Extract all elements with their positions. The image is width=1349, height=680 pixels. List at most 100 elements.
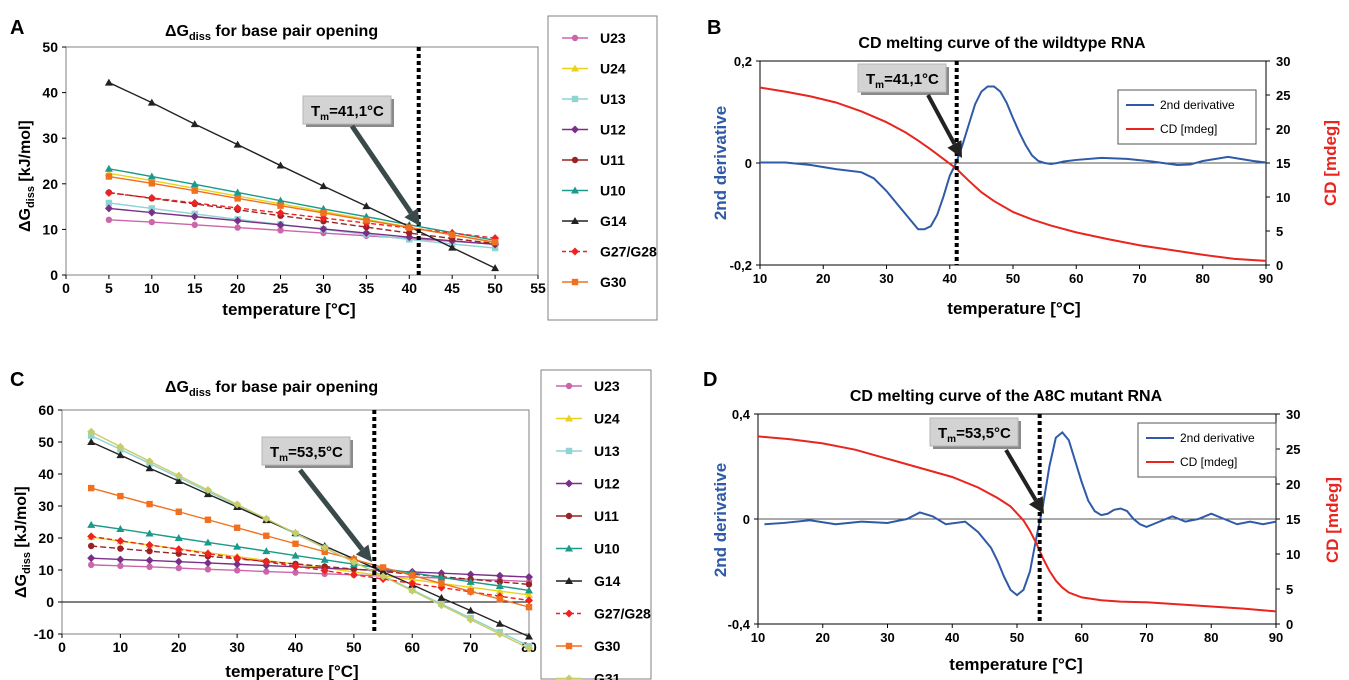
- legend-item: U13: [562, 91, 626, 107]
- x-tick-label: 50: [1006, 271, 1020, 286]
- y-tick-label: 20: [38, 530, 54, 546]
- data-point: [145, 529, 154, 537]
- series-line: [91, 564, 530, 583]
- legend-marker: [565, 577, 573, 584]
- x-tick-label: 90: [1259, 271, 1273, 286]
- tm-box: [857, 63, 947, 93]
- tm-main: T: [938, 425, 947, 442]
- data-point: [87, 484, 95, 492]
- panel-D-ylabel-right: CD [mdeg]: [1323, 477, 1342, 563]
- panel-C-ylabel-main: ΔG: [13, 574, 30, 598]
- legend-label: U11: [600, 152, 625, 168]
- data-point: [233, 188, 242, 196]
- data-point: [233, 542, 242, 550]
- data-point: [87, 532, 96, 541]
- data-point: [233, 553, 242, 562]
- legend-marker: [571, 125, 579, 134]
- data-point: [448, 243, 457, 251]
- panel-A-xlabel: temperature [°C]: [222, 300, 355, 319]
- legend-box: [1117, 89, 1257, 145]
- data-point: [406, 224, 413, 231]
- data-point: [104, 188, 113, 197]
- x-tick-label: 20: [171, 639, 187, 655]
- data-point: [146, 547, 153, 555]
- panel-C-title-rest: for base pair opening: [211, 379, 378, 396]
- y-tick-label-right: 20: [1286, 477, 1300, 492]
- legend-label: G30: [600, 274, 627, 290]
- series-line: [108, 207, 496, 246]
- data-point: [116, 555, 125, 564]
- y-tick-label: 60: [38, 402, 54, 418]
- data-point: [379, 567, 388, 575]
- legend-marker: [565, 642, 573, 650]
- tm-label: Tm=41,1°C: [866, 71, 939, 91]
- legend-marker: [571, 64, 579, 72]
- tm-arrow-A-head: [404, 208, 420, 226]
- x-tick-label: 60: [1069, 271, 1083, 286]
- tm-main: T: [311, 103, 320, 120]
- data-point: [147, 193, 156, 202]
- tm-sub: m: [279, 453, 288, 464]
- data-point: [448, 231, 456, 239]
- x-tick-label: 10: [113, 639, 129, 655]
- data-point: [117, 562, 124, 570]
- legend-marker: [565, 512, 573, 520]
- tm-arrow-A-shaft: [349, 124, 414, 215]
- y-tick-label-left: 0,4: [732, 407, 751, 422]
- x-tick-label: 45: [444, 280, 460, 296]
- x-tick-label: 50: [346, 639, 362, 655]
- panel-B-ylabel-left: 2nd derivative: [711, 106, 730, 220]
- legend-item: CD [mdeg]: [1126, 122, 1217, 136]
- series-2nd-derivative: [764, 430, 1277, 597]
- data-point: [491, 238, 499, 246]
- y-tick-label: 30: [42, 130, 58, 146]
- panel-B-ylabel-right: CD [mdeg]: [1321, 120, 1340, 206]
- legend-box: [1137, 422, 1277, 478]
- tm-arrow-C-head: [355, 544, 372, 562]
- x-tick-label: 10: [753, 271, 767, 286]
- tm-box: [302, 95, 392, 125]
- data-point: [409, 572, 416, 579]
- legend-label: U23: [594, 378, 620, 394]
- x-tick-label: 40: [288, 639, 304, 655]
- series-G31: [87, 427, 533, 653]
- legend-marker: [571, 247, 579, 256]
- legend-marker: [571, 186, 579, 194]
- tm-arrow-B-head: [947, 140, 962, 158]
- y-tick-label: 50: [42, 39, 58, 55]
- data-point: [190, 198, 199, 207]
- y-tick-label-right: 15: [1286, 512, 1300, 527]
- y-tick-label: 40: [42, 85, 58, 101]
- x-tick-label: 5: [105, 280, 113, 296]
- legend-item: U24: [562, 61, 626, 77]
- x-tick-label: 55: [530, 280, 546, 296]
- legend-item: G14: [556, 573, 621, 589]
- legend-label: 2nd derivative: [1160, 98, 1235, 112]
- data-point: [525, 596, 533, 605]
- data-point: [320, 555, 329, 563]
- data-point: [291, 562, 300, 571]
- legend-item: G30: [562, 274, 627, 290]
- data-point: [437, 573, 446, 581]
- panel-A-title-main: ΔG: [165, 23, 189, 40]
- series-G30: [105, 173, 499, 246]
- panel-D-ylabel-left: 2nd derivative: [711, 463, 730, 577]
- data-point: [379, 572, 388, 581]
- data-point: [145, 541, 154, 550]
- data-point: [319, 182, 328, 190]
- y-tick-label: 10: [42, 221, 58, 237]
- panel-C-title-main: ΔG: [165, 379, 189, 396]
- legend-box: [540, 369, 652, 680]
- data-point: [408, 579, 417, 588]
- data-point: [233, 560, 242, 569]
- series-line: [91, 545, 530, 586]
- y-tick-label-right: 0: [1286, 617, 1293, 632]
- legend-marker: [565, 382, 573, 390]
- legend-marker: [565, 414, 573, 422]
- data-point: [174, 545, 183, 554]
- tm-label: Tm=53,5°C: [938, 425, 1011, 445]
- x-tick-label: 20: [230, 280, 246, 296]
- legend-item: U12: [562, 122, 626, 138]
- y-tick-label: -10: [34, 626, 54, 642]
